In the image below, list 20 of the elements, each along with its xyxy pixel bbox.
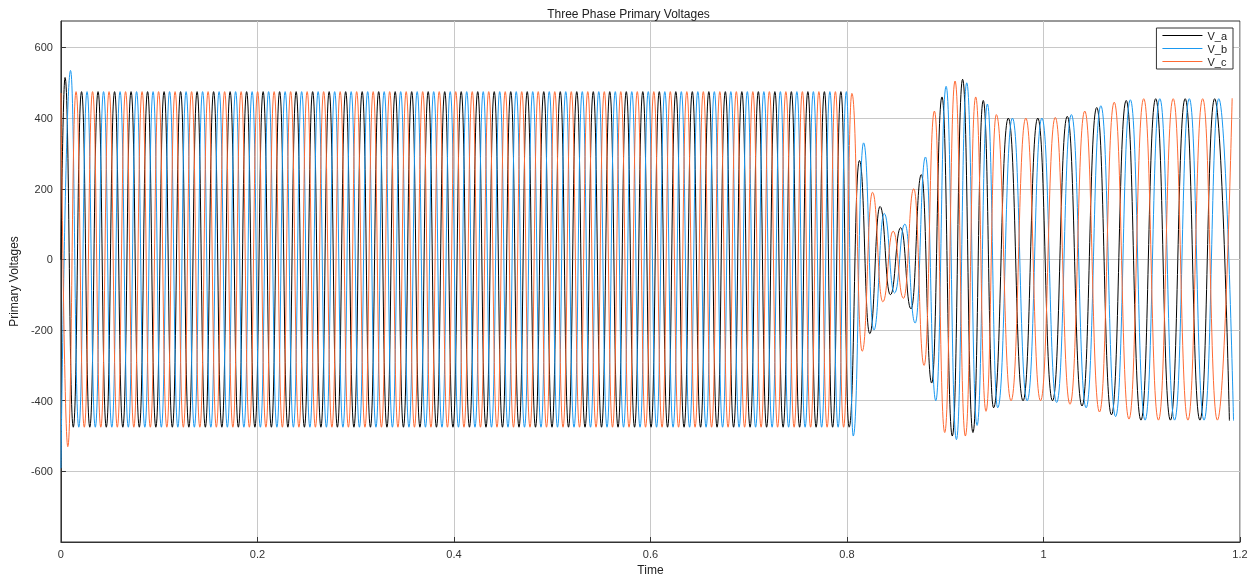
y-tick-label: 600 (34, 41, 53, 54)
y-tick-label: -600 (30, 465, 53, 478)
legend-label: V_b (1207, 42, 1228, 55)
x-axis-title: Time (637, 563, 664, 577)
x-tick-label: 1 (1040, 547, 1047, 560)
x-tick-label: 0.4 (446, 547, 462, 560)
legend-label: V_c (1207, 55, 1227, 68)
x-tick-label: 0 (57, 547, 64, 560)
y-tick-label: 400 (34, 112, 53, 125)
y-axis-title: Primary Voltages (7, 236, 21, 327)
y-tick-label: -400 (30, 394, 53, 407)
y-tick-label: 0 (46, 253, 53, 266)
x-tick-label: 0.2 (249, 547, 266, 560)
y-tick-label: 200 (34, 182, 53, 195)
legend-label: V_a (1207, 29, 1228, 42)
x-tick-label: 1.2 (1232, 547, 1248, 560)
y-tick-label: -200 (30, 324, 53, 337)
x-tick-label: 0.6 (642, 547, 659, 560)
chart-title: Three Phase Primary Voltages (547, 7, 710, 21)
x-tick-label: 0.8 (839, 547, 855, 560)
